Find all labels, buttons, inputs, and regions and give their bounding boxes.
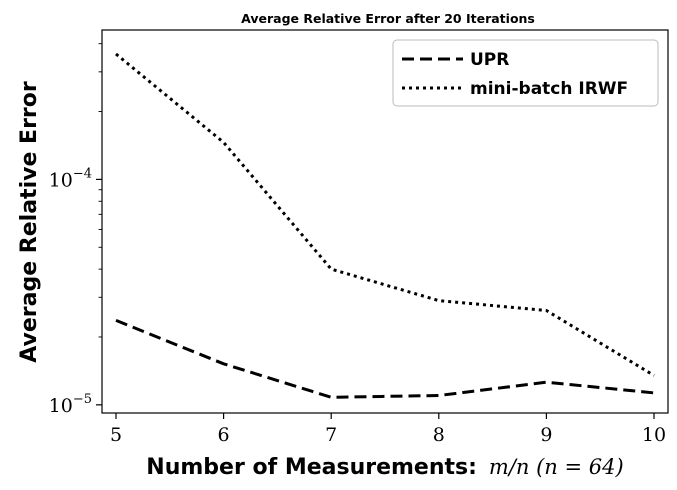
series-line-1 (115, 52, 655, 377)
x-axis-label-math: m/n (n = 64) (489, 455, 624, 479)
x-axis-label-text: Number of Measurements: (146, 455, 477, 480)
legend-label-irwf: mini-batch IRWF (470, 79, 628, 99)
y-tick-label: 10−5 (49, 392, 92, 417)
plot-area (101, 29, 669, 414)
x-axis-label: Number of Measurements: m/n (n = 64) (146, 455, 623, 480)
legend: UPR mini-batch IRWF (392, 39, 659, 107)
y-tick-label: 10−4 (49, 166, 92, 191)
x-tick-label: 6 (218, 424, 230, 446)
legend-label-upr: UPR (470, 50, 509, 70)
y-axis: 10−4 10−5 (49, 43, 102, 417)
y-axis-label: Average Relative Error (17, 81, 42, 363)
x-tick-label: 7 (325, 424, 337, 446)
x-axis: 5 6 7 8 9 10 (110, 413, 666, 446)
x-tick-label: 9 (540, 424, 552, 446)
x-tick-label: 10 (642, 424, 666, 446)
series-line-0 (115, 319, 655, 399)
x-tick-label: 5 (110, 424, 122, 446)
x-tick-label: 8 (433, 424, 445, 446)
chart-title: Average Relative Error after 20 Iteratio… (241, 11, 535, 26)
series-layer (115, 52, 655, 399)
